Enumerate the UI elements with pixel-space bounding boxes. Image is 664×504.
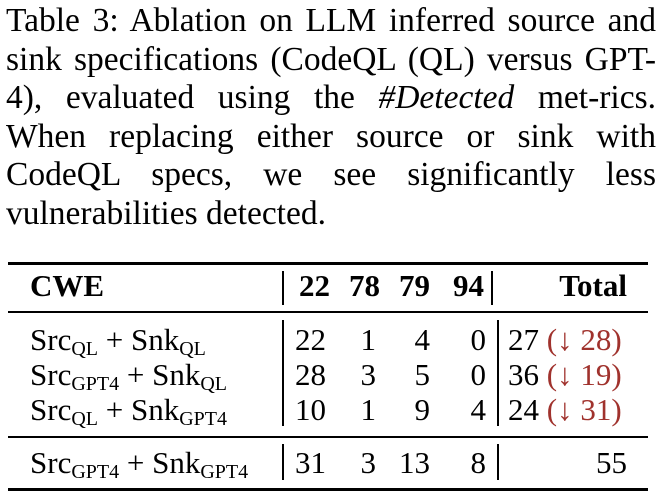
table-summary-rule [8,436,648,438]
header-total: Total [559,268,627,303]
row-config-label: SrcQL + SnkGPT4 [30,392,228,430]
row-config-label: SrcQL + SnkQL [30,322,206,360]
column-divider [282,444,284,480]
cell-total: 36 (↓ 19) [508,357,622,392]
cell-cwe-22: 22 [295,322,326,357]
caption-label: Table 3: [6,2,119,39]
caption-text-part1: Ablation on LLM inferred source and sink… [6,2,656,116]
cell-cwe-79: 9 [414,392,431,427]
cell-total: 24 (↓ 31) [508,392,622,427]
cell-cwe-94: 8 [470,445,487,480]
column-divider [497,444,499,480]
cell-cwe-79: 13 [399,445,430,480]
cell-cwe-22: 31 [295,445,326,480]
cell-cwe-22: 10 [295,392,326,427]
row-config-label: SrcGPT4 + SnkGPT4 [30,445,249,483]
column-divider [282,320,284,426]
cell-cwe-78: 1 [360,322,377,357]
total-delta: (↓ 19) [546,357,622,392]
header-cwe-78: 78 [349,268,380,303]
cell-cwe-78: 3 [360,357,377,392]
column-divider [497,320,499,426]
header-cwe-79: 79 [399,268,430,303]
column-divider [282,271,284,305]
table-header-rule [8,311,648,313]
caption-metric: #Detected [378,79,515,116]
cell-cwe-94: 0 [470,357,487,392]
table-caption: Table 3: Ablation on LLM inferred source… [6,2,656,233]
cell-total: 27 (↓ 28) [508,322,622,357]
header-cwe-22: 22 [299,268,330,303]
cell-cwe-78: 3 [360,445,377,480]
row-config-label: SrcGPT4 + SnkQL [30,357,228,395]
total-delta: (↓ 28) [546,322,622,357]
table-bottom-rule [8,488,648,491]
cell-cwe-79: 4 [414,322,431,357]
header-cwe: CWE [30,268,105,303]
caption-text-part2: met-rics. When replacing either source o… [6,79,656,232]
cell-cwe-94: 0 [470,322,487,357]
cell-cwe-22: 28 [295,357,326,392]
column-divider [491,271,493,305]
cell-cwe-78: 1 [360,392,377,427]
header-cwe-94: 94 [453,268,484,303]
table-top-rule [8,262,648,265]
cell-cwe-79: 5 [414,357,431,392]
cell-total: 55 [596,445,627,480]
cell-cwe-94: 4 [470,392,487,427]
total-delta: (↓ 31) [546,392,622,427]
